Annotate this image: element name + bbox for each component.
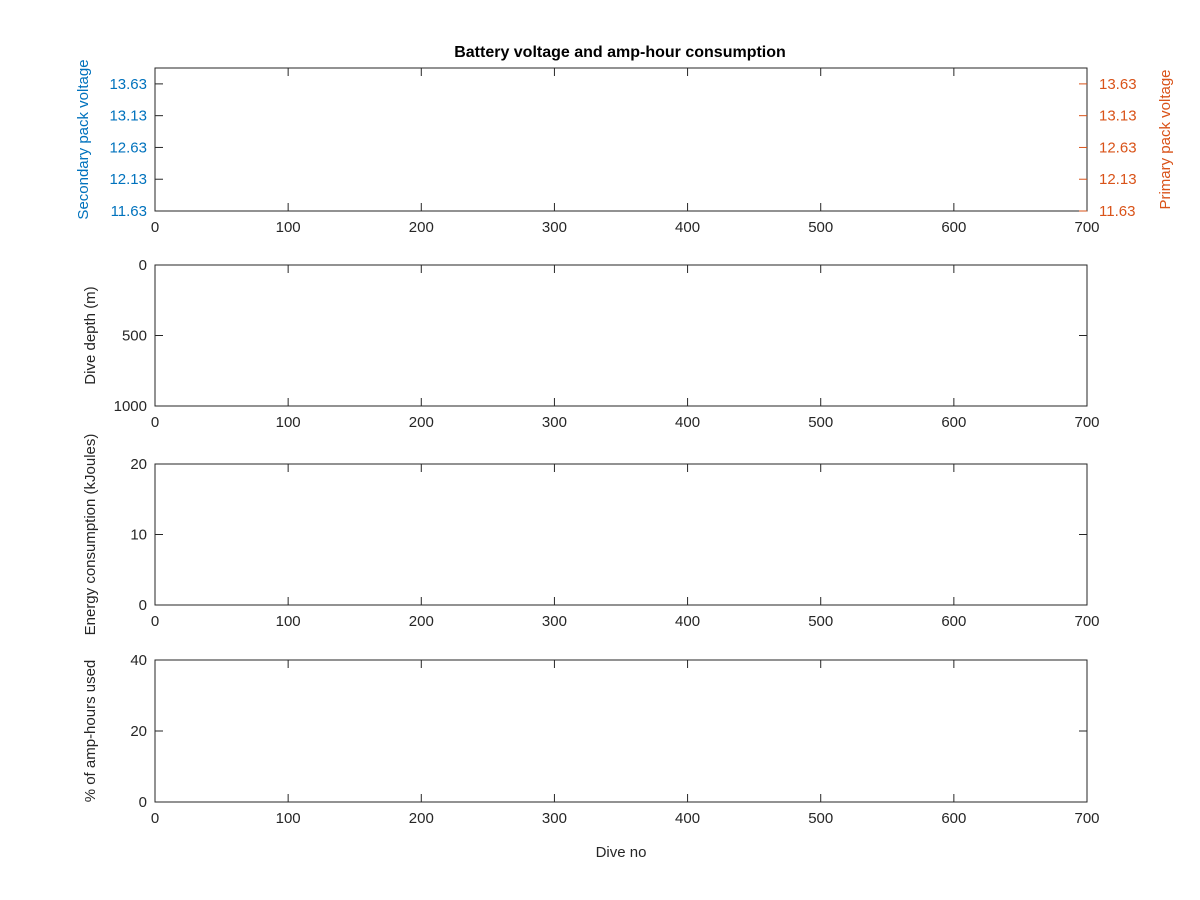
- depth-xtick-label: 200: [409, 414, 434, 431]
- energy-axes: 0 100 200 300 400 500 600 700 0 10 20 Energy consum…: [82, 434, 1100, 636]
- energy-ytick-label: 10: [130, 527, 147, 544]
- amphour-ytick-label: 40: [130, 652, 147, 669]
- voltage-axes-frame: [154, 67, 1088, 212]
- voltage-ytick-label: 13.63: [109, 76, 147, 93]
- depth-ytick-label: 0: [139, 257, 147, 274]
- voltage-xtick-label: 0: [151, 219, 159, 236]
- voltage-xtick-label: 200: [409, 219, 434, 236]
- voltage-ytick-label-right: 13.63: [1099, 76, 1137, 93]
- depth-xtick-label: 400: [675, 414, 700, 431]
- voltage-ytick-label: 12.63: [109, 139, 147, 156]
- voltage-xtick-label: 100: [276, 219, 301, 236]
- amphour-xtick-label: 200: [409, 810, 434, 827]
- voltage-ytick-label-right: 12.13: [1099, 171, 1137, 188]
- energy-ylabel: Energy consumption (kJoules): [82, 434, 99, 636]
- energy-xtick-label: 300: [542, 613, 567, 630]
- depth-axes: 0 100 200 300 400 500 600 700 0 500 1000 Dive depth…: [82, 257, 1100, 431]
- amphour-xtick-label: 300: [542, 810, 567, 827]
- amphour-xtick-label: 0: [151, 810, 159, 827]
- voltage-xtick-label: 300: [542, 219, 567, 236]
- depth-xtick-label: 500: [808, 414, 833, 431]
- depth-xtick-label: 100: [276, 414, 301, 431]
- amphour-axes: 0 100 200 300 400 500 600 700 0 20 40 % of amp-hour…: [82, 652, 1100, 861]
- voltage-ytick-label: 12.13: [109, 171, 147, 188]
- energy-ytick-label: 20: [130, 456, 147, 473]
- energy-xtick-label: 500: [808, 613, 833, 630]
- voltage-ylabel-right: Primary pack voltage: [1157, 69, 1174, 209]
- voltage-ylabel: Secondary pack voltage: [75, 59, 92, 219]
- voltage-ytick-label: 13.13: [109, 108, 147, 125]
- energy-xtick-label: 0: [151, 613, 159, 630]
- voltage-xtick-label: 600: [941, 219, 966, 236]
- amphour-ylabel: % of amp-hours used: [82, 660, 99, 803]
- depth-ytick-label: 500: [122, 328, 147, 345]
- amphour-xtick-label: 100: [276, 810, 301, 827]
- figure-title: Battery voltage and amp-hour consumption: [454, 44, 786, 61]
- energy-xtick-label: 200: [409, 613, 434, 630]
- depth-xtick-label: 600: [941, 414, 966, 431]
- depth-xtick-label: 0: [151, 414, 159, 431]
- energy-xtick-label: 700: [1074, 613, 1099, 630]
- depth-ylabel: Dive depth (m): [82, 286, 99, 384]
- voltage-ytick-label-right: 12.63: [1099, 139, 1137, 156]
- voltage-xtick-label: 500: [808, 219, 833, 236]
- energy-axes-frame: [154, 463, 1088, 606]
- energy-xtick-label: 400: [675, 613, 700, 630]
- amphour-axes-frame: [154, 659, 1088, 803]
- depth-xtick-label: 300: [542, 414, 567, 431]
- voltage-ytick-label: 11.63: [111, 203, 147, 220]
- energy-xtick-label: 100: [276, 613, 301, 630]
- amphour-ytick-label: 0: [139, 794, 147, 811]
- amphour-xtick-label: 600: [941, 810, 966, 827]
- amphour-ytick-label: 20: [130, 723, 147, 740]
- voltage-ytick-label-right: 13.13: [1099, 108, 1137, 125]
- energy-xtick-label: 600: [941, 613, 966, 630]
- voltage-ytick-label-right: 11.63: [1099, 203, 1135, 220]
- voltage-axes: 0 100 200 300 400 500 600 70011.6312.1312.6313.…: [75, 59, 1174, 236]
- depth-axes-frame: [154, 264, 1088, 407]
- amphour-xtick-label: 400: [675, 810, 700, 827]
- voltage-xtick-label: 700: [1074, 219, 1099, 236]
- energy-ytick-label: 0: [139, 597, 147, 614]
- amphour-xtick-label: 700: [1074, 810, 1099, 827]
- depth-xtick-label: 700: [1074, 414, 1099, 431]
- amphour-xtick-label: 500: [808, 810, 833, 827]
- amphour-xlabel: Dive no: [596, 844, 647, 861]
- voltage-xtick-label: 400: [675, 219, 700, 236]
- depth-ytick-label: 1000: [114, 398, 147, 415]
